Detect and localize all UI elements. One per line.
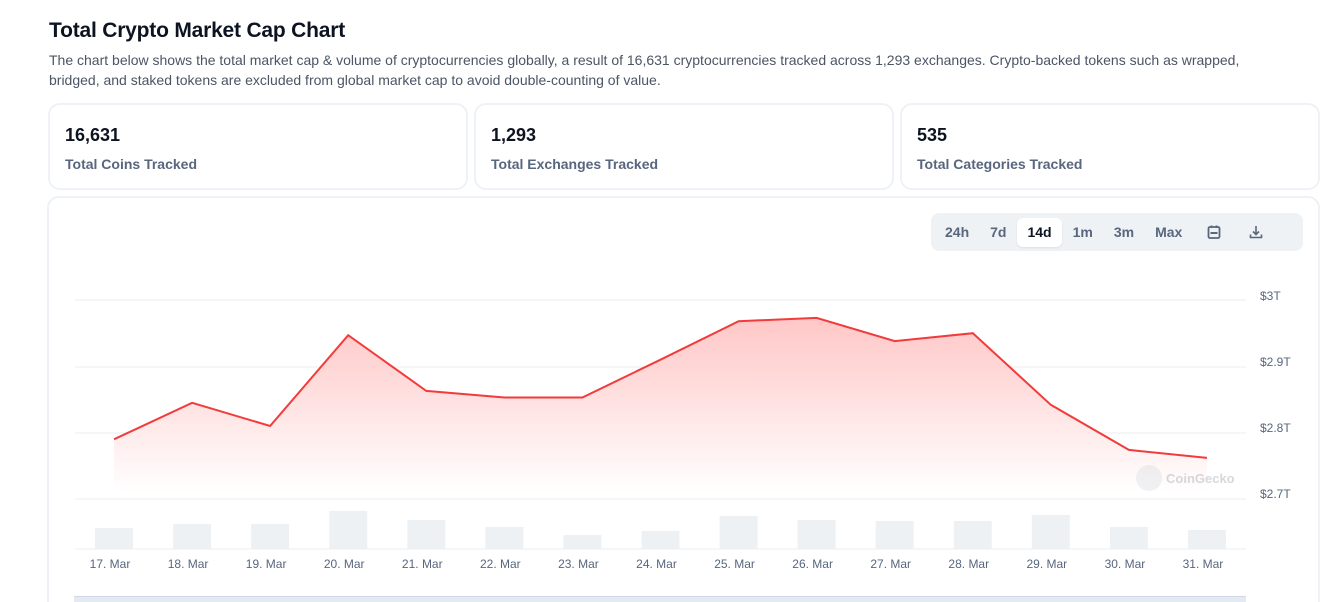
- volume-bar: [1109, 527, 1148, 549]
- stat-card-categories: 535 Total Categories Tracked: [900, 103, 1320, 190]
- x-tick-label: 17. Mar: [89, 557, 131, 571]
- market-cap-line: [113, 316, 1208, 459]
- x-tick-label: 18. Mar: [167, 557, 209, 571]
- range-7d-button[interactable]: 7d: [990, 224, 1007, 240]
- volume-bar: [953, 521, 992, 549]
- time-range-selector: 24h 7d 14d 1m 3m Max: [931, 213, 1303, 251]
- x-tick-label: 27. Mar: [870, 557, 912, 571]
- volume-bar: [797, 520, 836, 549]
- volume-bar: [641, 531, 680, 549]
- calendar-icon: [1207, 225, 1221, 239]
- stat-label: Total Exchanges Tracked: [491, 156, 659, 172]
- range-14d-button[interactable]: 14d: [1017, 217, 1062, 247]
- volume-bar: [563, 535, 602, 549]
- volume-bar: [95, 528, 133, 549]
- date-picker-button[interactable]: [1193, 218, 1235, 247]
- x-tick-label: 22. Mar: [480, 557, 521, 571]
- volume-bar: [173, 524, 212, 549]
- page-title: Total Crypto Market Cap Chart: [49, 19, 346, 42]
- volume-bar: [485, 527, 524, 549]
- x-tick-label: 20. Mar: [323, 557, 365, 571]
- volume-bar: [329, 511, 368, 549]
- y-tick-label: $2.7T: [1260, 487, 1291, 501]
- x-tick-label: 21. Mar: [401, 557, 443, 571]
- y-tick-label: $3T: [1260, 289, 1281, 303]
- range-24h-button[interactable]: 24h: [945, 224, 970, 240]
- volume-bar: [251, 524, 290, 549]
- stat-value: 16,631: [65, 125, 121, 145]
- x-tick-label: 31. Mar: [1182, 557, 1224, 571]
- coingecko-watermark: CoinGecko: [1136, 465, 1235, 491]
- range-3m-button[interactable]: 3m: [1113, 224, 1135, 240]
- x-tick-label: 28. Mar: [948, 557, 990, 571]
- page-description: The chart below shows the total market c…: [49, 52, 1240, 88]
- y-tick-label: $2.9T: [1260, 355, 1291, 369]
- volume-bar: [1031, 515, 1070, 549]
- volume-bar: [875, 521, 914, 549]
- y-tick-label: $2.8T: [1260, 421, 1291, 435]
- download-button[interactable]: [1235, 218, 1277, 247]
- stat-label: Total Coins Tracked: [65, 156, 197, 172]
- x-tick-label: 19. Mar: [245, 557, 287, 571]
- x-tick-label: 26. Mar: [792, 557, 833, 571]
- x-tick-label: 25. Mar: [714, 557, 755, 571]
- range-1m-button[interactable]: 1m: [1072, 224, 1093, 240]
- volume-bar: [407, 520, 446, 549]
- market-cap-area: [114, 317, 1207, 492]
- stat-value: 535: [917, 125, 948, 145]
- volume-bars: [95, 511, 1226, 549]
- volume-bar: [719, 516, 758, 549]
- range-max-button[interactable]: Max: [1155, 224, 1183, 240]
- x-tick-label: 24. Mar: [636, 557, 677, 571]
- volume-bar: [1188, 530, 1226, 549]
- coingecko-logo-icon: [1136, 465, 1162, 491]
- stat-label: Total Categories Tracked: [917, 156, 1083, 172]
- stat-card-exchanges: 1,293 Total Exchanges Tracked: [474, 103, 894, 190]
- x-tick-label: 30. Mar: [1104, 557, 1146, 571]
- download-icon: [1249, 226, 1263, 239]
- x-tick-label: 29. Mar: [1026, 557, 1068, 571]
- chart-navigator[interactable]: [74, 596, 1246, 602]
- x-tick-label: 23. Mar: [558, 557, 599, 571]
- stat-card-coins: 16,631 Total Coins Tracked: [48, 103, 468, 190]
- stat-value: 1,293: [491, 125, 537, 145]
